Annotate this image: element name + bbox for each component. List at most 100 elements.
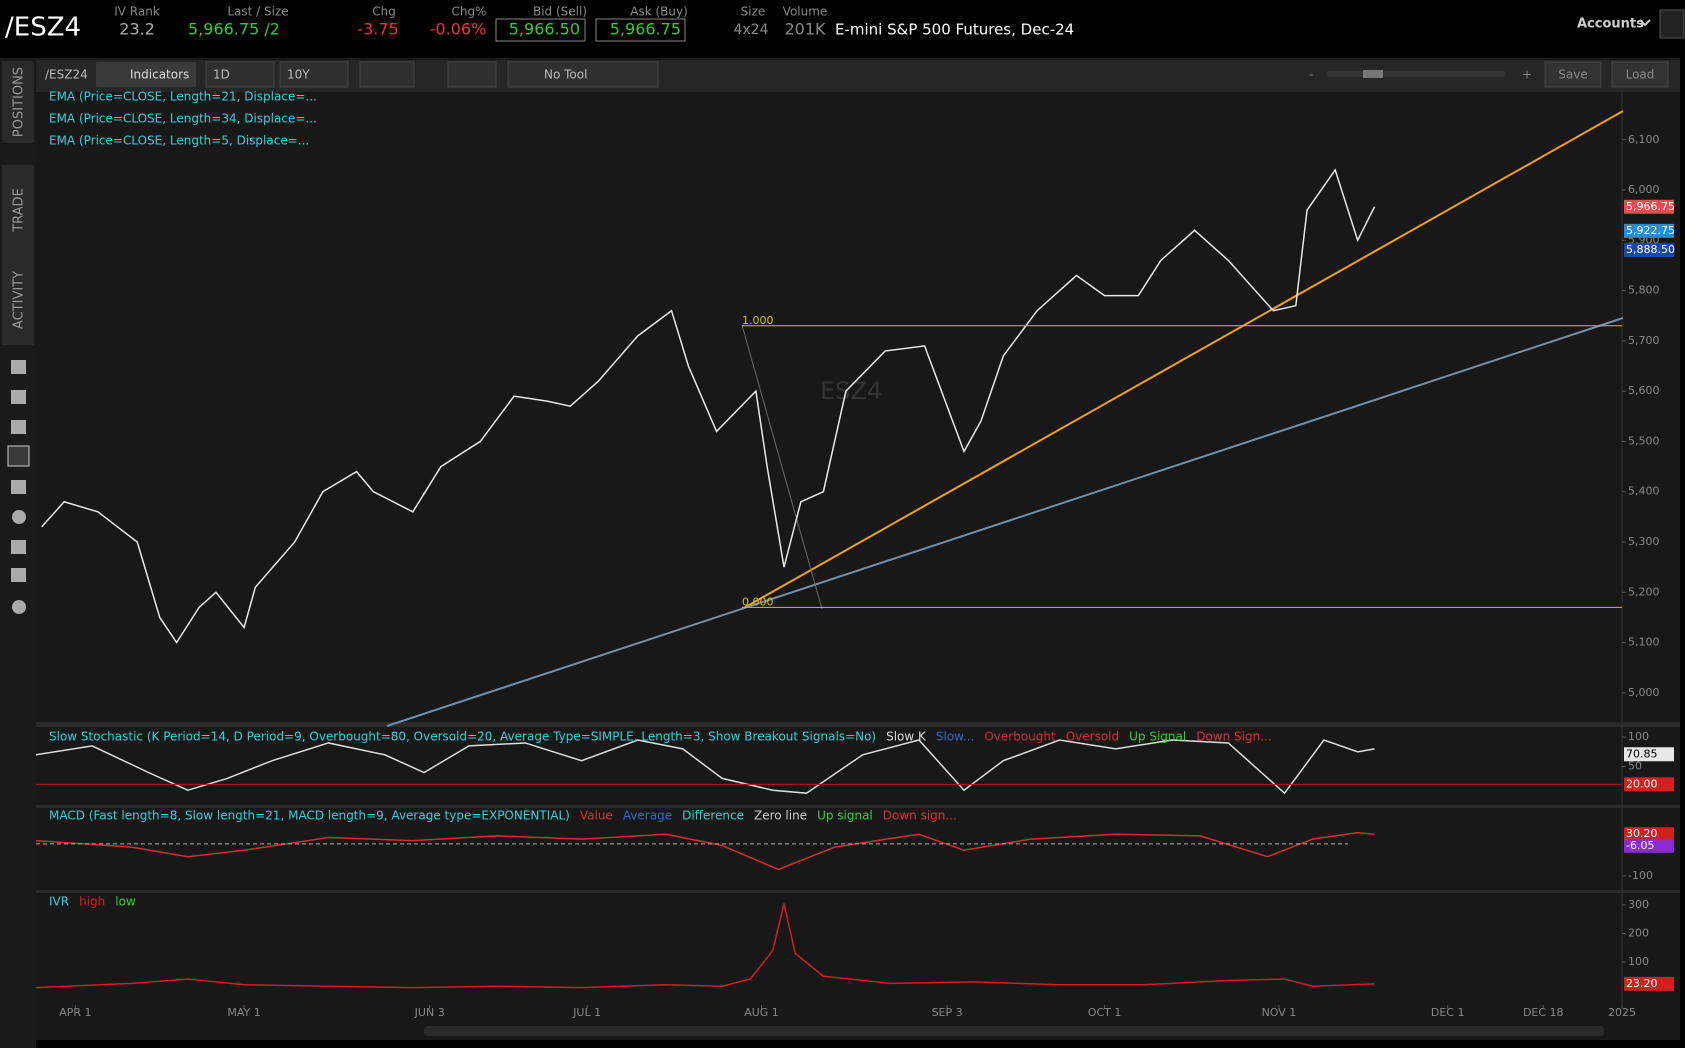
study-label: EMA (Price=CLOSE, Length=21, Displace=..… — [49, 90, 317, 104]
separator — [36, 805, 1680, 808]
fib-diagonal[interactable] — [741, 324, 823, 610]
save[interactable]: Save — [1558, 68, 1587, 82]
x-tick-label: OCT 1 — [1088, 1006, 1122, 1019]
x-tick-label: DEC 1 — [1431, 1006, 1465, 1019]
y-tick-label: 100 — [1628, 730, 1649, 743]
load[interactable]: Load — [1626, 68, 1655, 82]
study-label: EMA (Price=CLOSE, Length=34, Displace=..… — [49, 112, 317, 126]
label: Bid (Sell) — [533, 5, 587, 19]
value: 5,966.75 /2 — [188, 20, 280, 39]
value-box-label: -6.05 — [1626, 839, 1654, 852]
sidebar-tab-label[interactable]: ACTIVITY — [12, 271, 27, 329]
chart-type[interactable] — [359, 61, 415, 88]
value-box — [1624, 199, 1674, 214]
indicators-button[interactable] — [96, 62, 196, 87]
bid-box[interactable] — [495, 18, 586, 42]
value: 23.2 — [119, 20, 155, 39]
value: -3.75 — [357, 20, 398, 39]
interval[interactable]: 1D — [213, 68, 230, 82]
y-tick-label: 5,600 — [1628, 384, 1660, 397]
legend-entry: Up signal — [817, 809, 873, 823]
zoom-in[interactable]: + — [1522, 68, 1532, 82]
accounts-caret[interactable] — [1639, 19, 1651, 27]
value-box — [1624, 777, 1674, 792]
macd-line — [35, 831, 1375, 871]
x-tick-label: JUN 3 — [414, 1006, 445, 1019]
zoom-slider[interactable] — [1326, 71, 1506, 77]
fib-label: 0.000 — [742, 595, 774, 608]
symbol: /ESZ4 — [5, 13, 81, 43]
legend-entry: Down Sign... — [1196, 730, 1271, 744]
trend-line[interactable] — [741, 110, 1624, 610]
legend-entry: Oversold — [1066, 730, 1119, 744]
value-box-label: 5,888.50 — [1626, 243, 1675, 256]
study-title: Slow Stochastic (K Period=14, D Period=9… — [49, 730, 876, 744]
study-title: MACD (Fast length=8, Slow length=21, MAC… — [49, 809, 570, 823]
tool[interactable]: No Tool — [544, 68, 587, 82]
trend-line[interactable] — [386, 317, 1624, 727]
y-tick-label: 5,000 — [1628, 686, 1660, 699]
icon[interactable] — [12, 600, 26, 614]
zoom-thumb[interactable] — [1363, 70, 1383, 78]
y-tick-label: 5,500 — [1628, 434, 1660, 447]
y-tick-label: 5,800 — [1628, 284, 1660, 297]
y-tick-label: 5,700 — [1628, 334, 1660, 347]
x-tick-label: 2025 — [1608, 1006, 1636, 1019]
x-tick-label: NOV 1 — [1262, 1006, 1297, 1019]
value-box — [1624, 838, 1674, 853]
accounts[interactable]: Accounts — [1577, 17, 1644, 32]
label: IV Rank — [114, 5, 160, 19]
icon[interactable] — [11, 568, 26, 582]
legend-entry: Average — [623, 809, 672, 823]
label: Last / Size — [227, 5, 288, 19]
sidebar-tab[interactable] — [2, 255, 34, 345]
ask-box[interactable] — [595, 18, 686, 42]
legend-entry: Value — [580, 809, 613, 823]
legend-entry: Zero line — [754, 809, 807, 823]
scrollbar[interactable] — [424, 1026, 1604, 1036]
indicators[interactable]: Indicators — [130, 68, 189, 82]
sidebar-tab[interactable] — [2, 165, 34, 255]
label: Chg — [372, 5, 396, 19]
value-box — [1624, 243, 1674, 258]
sidebar-tab-label[interactable]: POSITIONS — [12, 67, 27, 137]
value[interactable]: 5,966.50 — [509, 20, 580, 39]
icon[interactable] — [11, 360, 26, 374]
y-tick-label: 6,100 — [1628, 133, 1660, 146]
sidebar-tab-label[interactable]: TRADE — [12, 188, 27, 233]
value[interactable]: 5,966.75 — [610, 20, 681, 39]
tool-select[interactable] — [507, 61, 659, 88]
icon[interactable] — [11, 390, 26, 404]
toolbar-symbol[interactable]: /ESZ24 — [45, 68, 88, 82]
y-tick-label: -100 — [1628, 869, 1653, 882]
icon[interactable] — [12, 510, 26, 524]
y-tick-label: 6,000 — [1628, 183, 1660, 196]
y-tick-label: 200 — [1628, 926, 1649, 939]
x-tick-label: MAY 1 — [227, 1006, 260, 1019]
description: E-mini S&P 500 Futures, Dec-24 — [835, 21, 1074, 39]
study-label: EMA (Price=CLOSE, Length=5, Displace=... — [49, 134, 309, 148]
icon-active[interactable] — [7, 445, 30, 467]
x-tick-label: JUL 1 — [572, 1006, 601, 1019]
x-tick-label: AUG 1 — [744, 1006, 779, 1019]
zoom-out[interactable]: - — [1309, 68, 1313, 82]
y-tick-label: 5,200 — [1628, 585, 1660, 598]
icon[interactable] — [11, 540, 26, 554]
legend-entry: high — [79, 895, 105, 909]
interval-select[interactable] — [205, 61, 275, 88]
watermark: ESZ4 — [820, 377, 882, 405]
range[interactable]: 10Y — [287, 68, 310, 82]
save-button[interactable] — [1544, 61, 1602, 88]
drawing-set[interactable] — [447, 61, 497, 88]
icon[interactable] — [11, 480, 26, 494]
collapse[interactable] — [1659, 9, 1685, 39]
range-select[interactable] — [279, 61, 349, 88]
sidebar-tab[interactable] — [2, 61, 34, 143]
legend-entry: Slow K — [886, 730, 927, 744]
load-button[interactable] — [1611, 61, 1669, 88]
label: Volume — [783, 5, 828, 19]
icon[interactable] — [11, 420, 26, 434]
label: Chg% — [451, 5, 486, 19]
value-box-label: 30.20 — [1626, 827, 1658, 840]
